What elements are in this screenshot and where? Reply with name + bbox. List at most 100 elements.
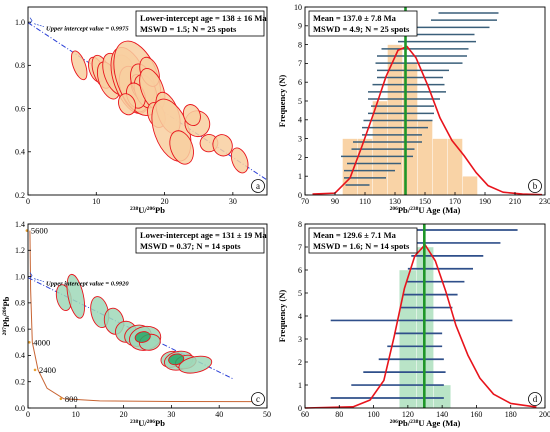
- error-ellipse: [230, 147, 249, 174]
- isotope-mass-number: 238: [410, 419, 419, 425]
- y-tick-label: 7: [298, 59, 302, 68]
- plot-frame: [27, 6, 268, 196]
- panel-letter: a: [256, 181, 260, 191]
- x-axis-label: 238U/206Pb: [130, 418, 165, 428]
- y-tick-label: 1.0: [15, 18, 25, 27]
- y-tick-label: 4: [298, 312, 302, 321]
- x-tick-label: 230: [539, 197, 550, 206]
- panel-b-age-histogram: 70 90 110 130 150 170 190 210 230 0 1 2 3 4 5 6 7 8 9 10 206…: [277, 3, 550, 215]
- error-ellipse: [169, 130, 194, 165]
- isotope-mass-number: 206: [390, 206, 399, 212]
- stats-box: [308, 10, 418, 37]
- panel-c-concordia-plot: Upper intercept value = 0.9920 5600 4000 24…: [1, 220, 271, 428]
- concordia-age-label: 2400: [39, 365, 56, 375]
- x-tick-label: 170: [449, 197, 461, 206]
- isotope-mass-number: 238: [410, 206, 419, 212]
- isotope-mass-number: 238: [130, 206, 139, 212]
- error-ellipse: [118, 93, 137, 116]
- x-tick-label: 100: [368, 410, 380, 419]
- upper-intercept-label: Upper intercept value = 0.9975: [46, 26, 129, 33]
- upper-intercept-marker: [29, 272, 33, 279]
- x-tick-label: 30: [229, 197, 237, 206]
- panel-letter: b: [533, 181, 538, 191]
- stats-line-2: MSWD = 1.5; N = 25 spots: [140, 24, 237, 34]
- x-tick-label: 140: [436, 410, 448, 419]
- isotope-symbol: Pb/: [398, 418, 411, 428]
- isotope-symbol: Pb/: [1, 314, 11, 327]
- error-ellipse: [182, 104, 201, 127]
- isotope-mass-number: 206: [147, 419, 156, 425]
- isotope-symbol: Pb: [155, 205, 165, 215]
- x-tick-label: 50: [263, 410, 271, 419]
- stats-line-1: Mean = 137.0 ± 7.8 Ma: [313, 13, 397, 23]
- y-tick-label: 1.4: [15, 220, 25, 229]
- panel-letter-circle: [528, 392, 542, 406]
- error-ellipse: [212, 134, 233, 157]
- x-tick-label: 10: [92, 197, 100, 206]
- isotope-symbol: Pb: [1, 296, 11, 306]
- x-tick-label: 190: [479, 197, 491, 206]
- upper-intercept-marker: [29, 17, 33, 24]
- plot-frame: [27, 223, 268, 409]
- y-tick-label: 5: [298, 97, 302, 106]
- y-tick-label: 0.0: [15, 404, 25, 413]
- x-tick-label: 10: [72, 410, 80, 419]
- y-tick-label: 3: [298, 335, 302, 344]
- x-tick-label: 120: [402, 410, 414, 419]
- histogram-bar: [462, 175, 478, 196]
- y-tick-label: 1: [298, 172, 302, 181]
- panel-letter: c: [256, 394, 260, 404]
- x-tick-label: 160: [470, 410, 482, 419]
- y-tick-label: 0.4: [15, 148, 25, 157]
- x-tick-label: 0: [26, 410, 30, 419]
- x-axis-label: 206Pb/238U Age (Ma): [390, 205, 461, 215]
- x-tick-label: 20: [161, 197, 169, 206]
- histogram-bar: [357, 138, 373, 196]
- y-tick-label: 0.8: [15, 61, 25, 70]
- error-ellipse: [71, 50, 88, 81]
- x-tick-label: 90: [331, 197, 339, 206]
- concordia-age-label: 5600: [31, 226, 48, 236]
- x-tick-label: 110: [359, 197, 371, 206]
- x-tick-label: 210: [509, 197, 521, 206]
- histogram-bar: [372, 100, 388, 196]
- x-tick-label: 60: [301, 410, 309, 419]
- y-tick-label: 0.6: [15, 104, 25, 113]
- histogram-bar: [433, 384, 451, 409]
- stats-box: [135, 10, 265, 37]
- panel-letter-circle: [528, 179, 542, 193]
- stats-line-2: MSWD = 1.6; N = 14 spots: [313, 241, 410, 251]
- x-tick-label: 40: [215, 410, 223, 419]
- y-tick-label: 1.2: [15, 246, 25, 255]
- y-tick-label: 0.2: [15, 378, 25, 387]
- isotope-symbol: U/: [138, 418, 147, 428]
- x-axis-label: 238U/206Pb: [130, 205, 165, 215]
- concordia-age-dot: [33, 368, 37, 372]
- isotope-symbol: Pb/: [398, 205, 411, 215]
- histogram-bar: [399, 269, 417, 409]
- y-tick-label: 5: [298, 289, 302, 298]
- y-tick-label: 0.2: [15, 191, 25, 200]
- panel-letter: d: [533, 394, 538, 404]
- stats-line-2: MSWD = 0.37; N = 14 spots: [140, 241, 241, 251]
- y-tick-label: 0.8: [15, 299, 25, 308]
- x-tick-label: 30: [167, 410, 175, 419]
- concordia-curve: [29, 230, 263, 403]
- isotope-symbol: U Age (Ma): [418, 205, 460, 215]
- concordia-age-label: 4000: [33, 337, 50, 347]
- x-tick-label: 20: [120, 410, 128, 419]
- y-tick-label: 6: [298, 78, 302, 87]
- y-tick-label: 3: [298, 134, 302, 143]
- y-tick-label: 9: [298, 22, 302, 31]
- histogram-bar: [417, 119, 433, 196]
- x-tick-label: 0: [26, 197, 30, 206]
- x-axis-label: 206Pb/238U Age (Ma): [390, 418, 461, 428]
- isotope-symbol: U/: [138, 205, 147, 215]
- x-tick-label: 80: [335, 410, 343, 419]
- histogram-bar: [342, 138, 358, 196]
- error-ellipse: [178, 355, 213, 374]
- y-tick-label: 10: [294, 3, 302, 12]
- x-tick-label: 130: [389, 197, 401, 206]
- plot-background: [28, 224, 267, 408]
